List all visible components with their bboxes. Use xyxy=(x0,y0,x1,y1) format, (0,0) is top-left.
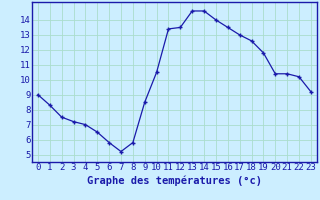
X-axis label: Graphe des températures (°c): Graphe des températures (°c) xyxy=(87,175,262,186)
